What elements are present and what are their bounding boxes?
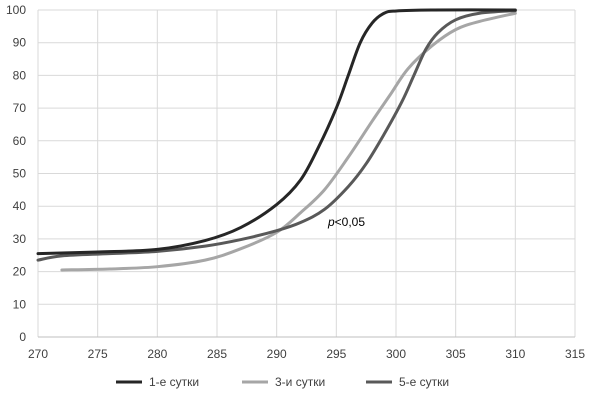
p-value-annotation: p<0,05 xyxy=(327,215,365,229)
legend-label: 3-и сутки xyxy=(275,375,325,389)
x-tick-label: 270 xyxy=(28,347,48,361)
x-tick-label: 275 xyxy=(88,347,108,361)
y-tick-label: 20 xyxy=(13,265,27,279)
legend-item: 5-е сутки xyxy=(366,375,449,389)
legend-label: 5-е сутки xyxy=(399,375,449,389)
annotations: p<0,05 xyxy=(327,215,365,229)
series-line xyxy=(36,8,517,256)
x-tick-label: 290 xyxy=(267,347,287,361)
x-tick-label: 305 xyxy=(446,347,466,361)
y-tick-label: 100 xyxy=(6,3,26,17)
legend-item: 1-е сутки xyxy=(116,375,199,389)
legend: 1-е сутки 3-и сутки 5-е сутки xyxy=(116,375,449,389)
y-tick-label: 30 xyxy=(13,232,27,246)
y-tick-label: 50 xyxy=(13,167,27,181)
y-tick-label: 80 xyxy=(13,68,27,82)
p-symbol: p xyxy=(327,215,335,229)
y-tick-label: 40 xyxy=(13,199,27,213)
series-line xyxy=(36,9,517,262)
x-tick-label: 310 xyxy=(505,347,525,361)
x-tick-label: 285 xyxy=(207,347,227,361)
y-tick-label: 90 xyxy=(13,36,27,50)
legend-item: 3-и сутки xyxy=(242,375,325,389)
x-tick-label: 295 xyxy=(326,347,346,361)
x-tick-label: 315 xyxy=(565,347,585,361)
legend-label: 1-е сутки xyxy=(149,375,199,389)
series-line xyxy=(60,11,517,272)
x-tick-label: 300 xyxy=(386,347,406,361)
axes: 270 275 280 285 290 295 300 305 310 315 0 10 20 30 40 5… xyxy=(6,3,585,361)
y-tick-label: 60 xyxy=(13,134,27,148)
y-tick-label: 70 xyxy=(13,101,27,115)
y-tick-label: 10 xyxy=(13,297,27,311)
p-threshold: <0,05 xyxy=(335,215,366,229)
series-lines xyxy=(36,8,517,272)
x-tick-label: 280 xyxy=(147,347,167,361)
y-tick-label: 0 xyxy=(19,330,26,344)
